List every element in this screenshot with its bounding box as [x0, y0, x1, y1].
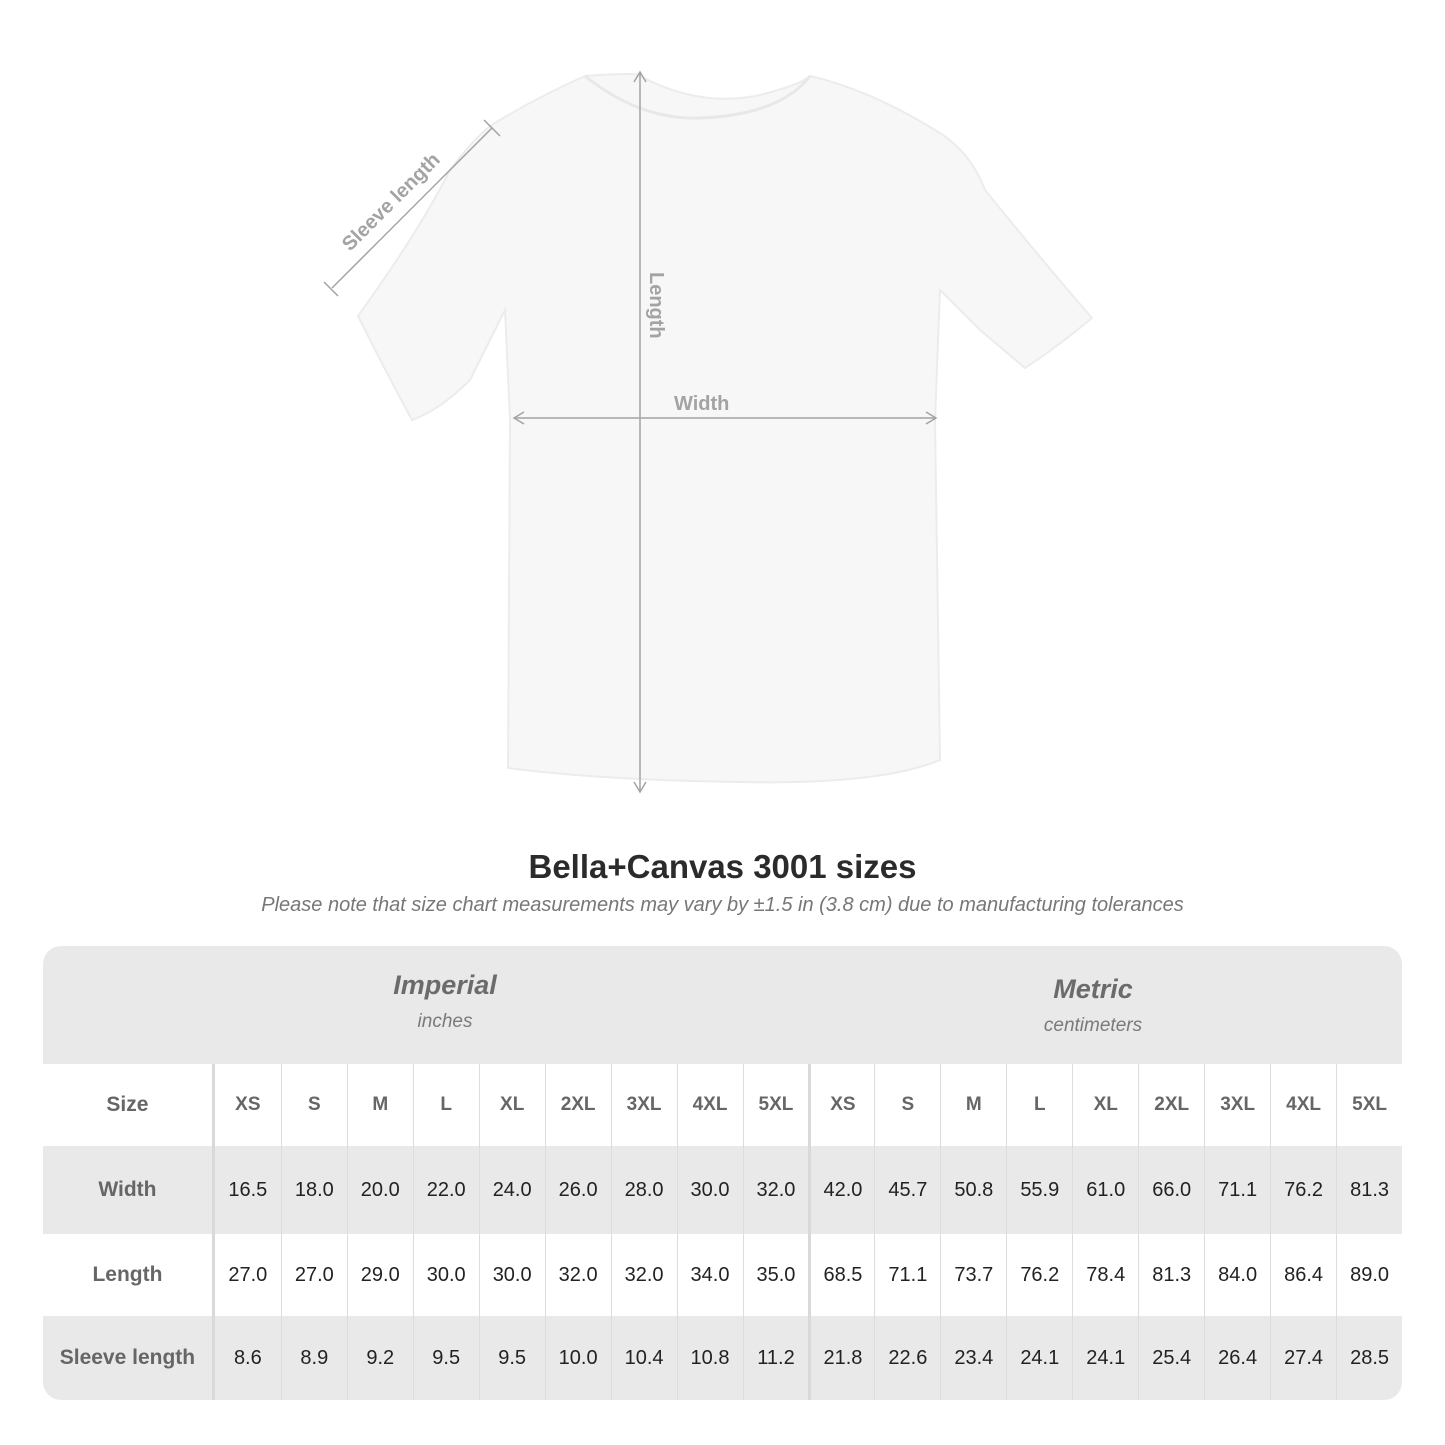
value-cell-imperial: 26.0: [544, 1146, 611, 1234]
value-cell-metric: 25.4: [1138, 1316, 1204, 1400]
size-header-metric: 3XL: [1204, 1064, 1270, 1146]
value-cell-metric: 78.4: [1072, 1234, 1138, 1316]
width-label: Width: [674, 393, 729, 415]
value-cell-imperial: 8.6: [233, 1346, 262, 1369]
value-cell-imperial: 20.0: [346, 1146, 413, 1234]
metric-title: Metric: [1053, 974, 1133, 1004]
value-cell-imperial: 30.0: [412, 1234, 479, 1316]
size-table: Imperial inches Metric centimeters Size X…: [43, 946, 1402, 1400]
row-label: Sleeve length: [43, 1316, 215, 1400]
value-cell-metric: 50.8: [940, 1146, 1006, 1234]
tshirt-shape: [356, 73, 1094, 784]
tshirt-diagram: Sleeve length Length Width: [323, 70, 1094, 794]
size-header-imperial: 4XL: [676, 1064, 743, 1146]
size-header-imperial: S: [280, 1064, 347, 1146]
value-cell-imperial: 9.2: [346, 1316, 413, 1400]
value-cell-metric: 76.2: [1270, 1146, 1336, 1234]
value-cell-imperial: 10.8: [676, 1316, 743, 1400]
table-header: [43, 946, 1402, 1064]
value-cell-metric: 28.5: [1336, 1316, 1402, 1400]
value-cell-imperial: 29.0: [346, 1234, 413, 1316]
size-header-imperial: XL: [478, 1064, 545, 1146]
size-header-imperial: 2XL: [544, 1064, 611, 1146]
value-cell-metric: 68.5: [808, 1234, 874, 1316]
value-cell-metric: 81.3: [1336, 1146, 1402, 1234]
value-cell-metric: 22.6: [874, 1316, 940, 1400]
page-title: Bella+Canvas 3001 sizes: [528, 848, 917, 885]
value-cell-imperial: 30.0: [478, 1234, 545, 1316]
value-cell-imperial: 18.0: [280, 1146, 347, 1234]
value-cell-imperial: 35.0: [742, 1234, 809, 1316]
row-label: Size: [43, 1064, 215, 1146]
value-cell-imperial: 9.5: [412, 1316, 479, 1400]
size-header-metric: XS: [808, 1064, 874, 1146]
size-header-imperial: M: [346, 1064, 413, 1146]
size-header-metric: XL: [1072, 1064, 1138, 1146]
value-cell-imperial: 8.9: [280, 1316, 347, 1400]
value-cell-imperial: 34.0: [676, 1234, 743, 1316]
imperial-group: Imperial inches: [215, 970, 675, 1033]
size-header-metric: 4XL: [1270, 1064, 1336, 1146]
size-header-metric: 5XL: [1336, 1064, 1402, 1146]
value-cell-imperial: 16.5: [228, 1178, 268, 1201]
size-header-imperial: 5XL: [742, 1064, 809, 1146]
metric-unit: centimeters: [1043, 1015, 1143, 1036]
value-cell-metric: 86.4: [1270, 1234, 1336, 1316]
value-cell-metric: 23.4: [940, 1316, 1006, 1400]
value-cell-metric: 42.0: [808, 1146, 874, 1234]
value-cell-imperial: 27.0: [228, 1263, 268, 1286]
value-cell-metric: 66.0: [1138, 1146, 1204, 1234]
value-cell-metric: 45.7: [874, 1146, 940, 1234]
value-cell-metric: 71.1: [1204, 1146, 1270, 1234]
metric-group: Metric centimeters: [863, 974, 1323, 1037]
size-header-imperial: L: [412, 1064, 479, 1146]
arrows: [323, 70, 938, 794]
size-header-row: Size XS S M L XL 2XL 3XL 4XL 5XL XS S M L XL 2XL 3XL 4XL 5…: [43, 1064, 1402, 1146]
value-cell-metric: 71.1: [874, 1234, 940, 1316]
value-cell-metric: 24.1: [1072, 1316, 1138, 1400]
imperial-title: Imperial: [393, 970, 497, 1000]
value-cell-metric: 73.7: [940, 1234, 1006, 1316]
value-cell-metric: 21.8: [808, 1316, 874, 1400]
value-cell-metric: 55.9: [1006, 1146, 1072, 1234]
value-cell-imperial: 10.0: [544, 1316, 611, 1400]
table-row: Sleeve length 8.6 8.9 9.2 9.5 9.5 10.0 10.4 10.8…: [43, 1316, 1402, 1400]
size-header-imperial: 3XL: [610, 1064, 677, 1146]
value-cell-imperial: 32.0: [742, 1146, 809, 1234]
value-cell-metric: 27.4: [1270, 1316, 1336, 1400]
value-cell-imperial: 9.5: [478, 1316, 545, 1400]
size-header-metric: M: [940, 1064, 1006, 1146]
size-header-metric: L: [1006, 1064, 1072, 1146]
size-header-imperial: XS: [235, 1094, 261, 1115]
table-row: Length 27.0 27.0 29.0 30.0 30.0 32.0 32.0 34.0 35…: [43, 1234, 1402, 1316]
length-label: Length: [645, 272, 667, 339]
value-cell-imperial: 30.0: [676, 1146, 743, 1234]
value-cell-metric: 81.3: [1138, 1234, 1204, 1316]
imperial-unit: inches: [417, 1011, 473, 1032]
value-cell-imperial: 10.4: [610, 1316, 677, 1400]
value-cell-imperial: 24.0: [478, 1146, 545, 1234]
value-cell-imperial: 27.0: [280, 1234, 347, 1316]
collar: [584, 74, 812, 120]
row-label: Length: [43, 1234, 215, 1316]
value-cell-metric: 61.0: [1072, 1146, 1138, 1234]
size-header-metric: S: [874, 1064, 940, 1146]
value-cell-metric: 24.1: [1006, 1316, 1072, 1400]
value-cell-metric: 76.2: [1006, 1234, 1072, 1316]
value-cell-imperial: 28.0: [610, 1146, 677, 1234]
table-row: Width 16.5 18.0 20.0 22.0 24.0 26.0 28.0 30.0 32.…: [43, 1146, 1402, 1234]
row-label: Width: [43, 1146, 215, 1234]
value-cell-imperial: 32.0: [610, 1234, 677, 1316]
value-cell-metric: 89.0: [1336, 1234, 1402, 1316]
value-cell-metric: 84.0: [1204, 1234, 1270, 1316]
value-cell-imperial: 22.0: [412, 1146, 479, 1234]
tolerance-note: Please note that size chart measurements…: [261, 894, 1184, 916]
value-cell-imperial: 32.0: [544, 1234, 611, 1316]
size-header-metric: 2XL: [1138, 1064, 1204, 1146]
value-cell-imperial: 11.2: [742, 1316, 809, 1400]
value-cell-metric: 26.4: [1204, 1316, 1270, 1400]
